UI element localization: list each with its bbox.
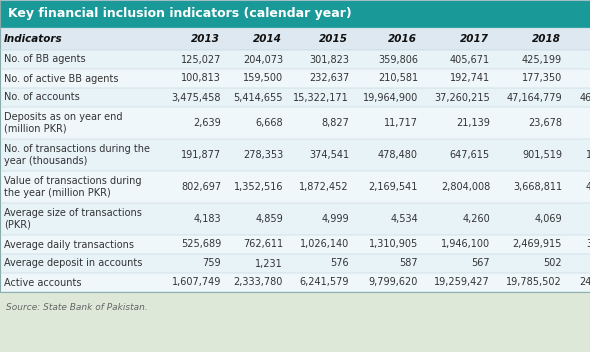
Text: 3,475,458: 3,475,458 — [172, 93, 221, 102]
Text: 278,353: 278,353 — [242, 150, 283, 160]
Text: Indicators: Indicators — [4, 34, 63, 44]
Text: 2015: 2015 — [319, 34, 348, 44]
Text: 374,541: 374,541 — [309, 150, 349, 160]
Bar — [0, 0, 590, 28]
Text: Deposits as on year end
(million PKR): Deposits as on year end (million PKR) — [4, 112, 123, 134]
Text: 762,611: 762,611 — [243, 239, 283, 250]
Text: 4,183: 4,183 — [194, 214, 221, 224]
Text: 4,859: 4,859 — [255, 214, 283, 224]
Text: 1,231: 1,231 — [255, 258, 283, 269]
Text: 1,026,140: 1,026,140 — [300, 239, 349, 250]
Text: 19,964,900: 19,964,900 — [363, 93, 418, 102]
Text: 1,872,452: 1,872,452 — [299, 182, 349, 192]
Text: Average deposit in accounts: Average deposit in accounts — [4, 258, 142, 269]
Text: 232,637: 232,637 — [309, 74, 349, 83]
Bar — [0, 69, 590, 88]
Text: 359,806: 359,806 — [378, 55, 418, 64]
Text: Key financial inclusion indicators (calendar year): Key financial inclusion indicators (cale… — [8, 7, 352, 20]
Text: 4,504,780: 4,504,780 — [586, 182, 590, 192]
Text: 47,164,779: 47,164,779 — [506, 93, 562, 102]
Bar — [0, 171, 590, 203]
Text: 2016: 2016 — [388, 34, 417, 44]
Text: 647,615: 647,615 — [450, 150, 490, 160]
Text: 21,139: 21,139 — [456, 118, 490, 128]
Text: 4,069: 4,069 — [535, 214, 562, 224]
Text: 3,668,811: 3,668,811 — [513, 182, 562, 192]
Bar — [0, 203, 590, 235]
Text: 2013: 2013 — [191, 34, 220, 44]
Text: 23,678: 23,678 — [528, 118, 562, 128]
Text: 8,827: 8,827 — [321, 118, 349, 128]
Bar — [0, 0, 590, 292]
Text: 19,259,427: 19,259,427 — [434, 277, 490, 288]
Text: 177,350: 177,350 — [522, 74, 562, 83]
Text: 901,519: 901,519 — [522, 150, 562, 160]
Text: 192,741: 192,741 — [450, 74, 490, 83]
Text: 15,322,171: 15,322,171 — [293, 93, 349, 102]
Text: No. of active BB agents: No. of active BB agents — [4, 74, 119, 83]
Bar — [0, 254, 590, 273]
Text: 5,414,655: 5,414,655 — [234, 93, 283, 102]
Text: 4,999: 4,999 — [322, 214, 349, 224]
Text: 2,469,915: 2,469,915 — [513, 239, 562, 250]
Text: No. of transactions during the
year (thousands): No. of transactions during the year (tho… — [4, 144, 150, 166]
Text: Value of transactions during
the year (million PKR): Value of transactions during the year (m… — [4, 176, 142, 198]
Text: 587: 587 — [399, 258, 418, 269]
Text: 9,799,620: 9,799,620 — [369, 277, 418, 288]
Text: 2,333,780: 2,333,780 — [234, 277, 283, 288]
Text: 2018: 2018 — [532, 34, 561, 44]
Text: 6,241,579: 6,241,579 — [300, 277, 349, 288]
Text: 525,689: 525,689 — [181, 239, 221, 250]
Text: 1,352,516: 1,352,516 — [234, 182, 283, 192]
Text: 301,823: 301,823 — [309, 55, 349, 64]
Text: 11,717: 11,717 — [384, 118, 418, 128]
Text: No. of accounts: No. of accounts — [4, 93, 80, 102]
Bar — [0, 107, 590, 139]
Text: 2,639: 2,639 — [194, 118, 221, 128]
Text: Average daily transactions: Average daily transactions — [4, 239, 134, 250]
Text: 4,260: 4,260 — [462, 214, 490, 224]
Text: 6,668: 6,668 — [255, 118, 283, 128]
Bar — [0, 139, 590, 171]
Text: 1,309,254: 1,309,254 — [586, 150, 590, 160]
Text: 502: 502 — [543, 258, 562, 269]
Text: 2,169,541: 2,169,541 — [369, 182, 418, 192]
Text: 24,529,731: 24,529,731 — [579, 277, 590, 288]
Text: 125,027: 125,027 — [181, 55, 221, 64]
Text: 19,785,502: 19,785,502 — [506, 277, 562, 288]
Bar — [0, 273, 590, 292]
Text: 37,260,215: 37,260,215 — [434, 93, 490, 102]
Text: 191,877: 191,877 — [181, 150, 221, 160]
Bar — [0, 292, 590, 322]
Text: 2,804,008: 2,804,008 — [441, 182, 490, 192]
Bar — [0, 235, 590, 254]
Text: 425,199: 425,199 — [522, 55, 562, 64]
Text: Active accounts: Active accounts — [4, 277, 81, 288]
Text: 210,581: 210,581 — [378, 74, 418, 83]
Text: 204,073: 204,073 — [243, 55, 283, 64]
Bar — [0, 88, 590, 107]
Bar — [0, 50, 590, 69]
Text: 4,534: 4,534 — [390, 214, 418, 224]
Text: 100,813: 100,813 — [181, 74, 221, 83]
Text: 3,636,814: 3,636,814 — [586, 239, 590, 250]
Text: 759: 759 — [202, 258, 221, 269]
Text: 2014: 2014 — [253, 34, 282, 44]
Text: No. of BB agents: No. of BB agents — [4, 55, 86, 64]
Text: 1,310,905: 1,310,905 — [369, 239, 418, 250]
Text: Source: State Bank of Pakistan.: Source: State Bank of Pakistan. — [6, 302, 148, 312]
Text: 159,500: 159,500 — [243, 74, 283, 83]
Text: 478,480: 478,480 — [378, 150, 418, 160]
Bar — [0, 28, 590, 50]
Text: 1,607,749: 1,607,749 — [172, 277, 221, 288]
Text: 567: 567 — [471, 258, 490, 269]
Text: 46,103,017: 46,103,017 — [579, 93, 590, 102]
Text: Average size of transactions
(PKR): Average size of transactions (PKR) — [4, 208, 142, 230]
Text: 2017: 2017 — [460, 34, 489, 44]
Text: 1,946,100: 1,946,100 — [441, 239, 490, 250]
Text: 576: 576 — [330, 258, 349, 269]
Text: 405,671: 405,671 — [450, 55, 490, 64]
Text: 802,697: 802,697 — [181, 182, 221, 192]
